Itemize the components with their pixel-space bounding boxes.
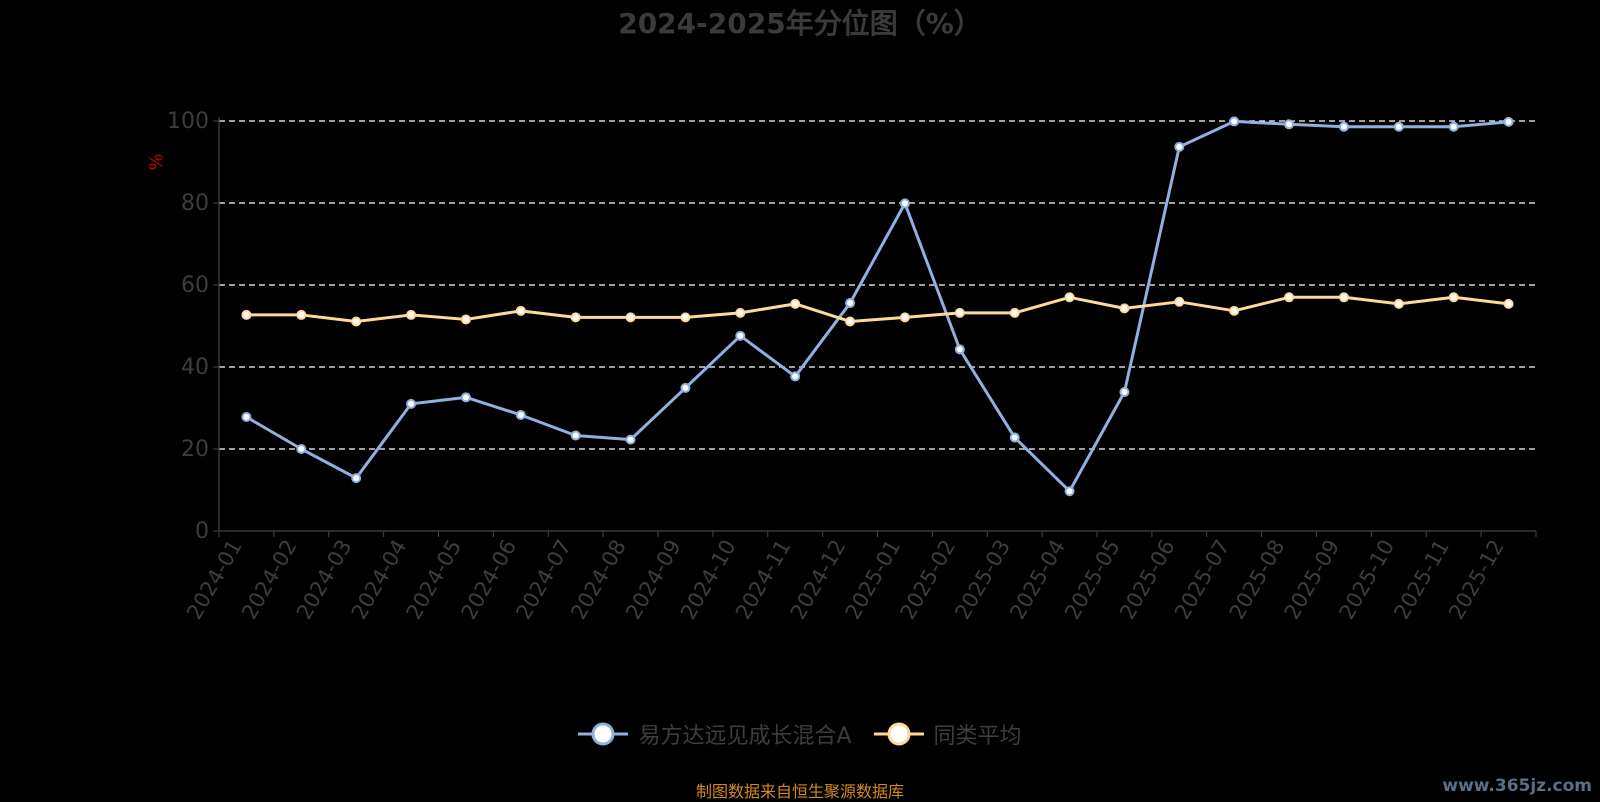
- data-point[interactable]: [1174, 296, 1185, 307]
- x-tick-label: 2025-12: [1444, 536, 1509, 624]
- legend-label-fund: 易方达远见成长混合A: [638, 724, 852, 749]
- data-point[interactable]: [1064, 486, 1075, 497]
- data-point[interactable]: [1284, 119, 1295, 130]
- data-point[interactable]: [1119, 303, 1130, 314]
- data-point[interactable]: [954, 344, 965, 355]
- data-point[interactable]: [351, 473, 362, 484]
- data-point[interactable]: [899, 312, 910, 323]
- data-point[interactable]: [1448, 121, 1459, 132]
- legend-marker-average: [873, 722, 924, 746]
- series-line-0: [245, 119, 1509, 493]
- data-point[interactable]: [515, 305, 526, 316]
- gridlines: [219, 120, 1536, 450]
- legend-item-fund[interactable]: 易方达远见成长混合A: [578, 718, 852, 750]
- watermark: www.365jz.com: [1442, 776, 1592, 796]
- axes: [213, 117, 1537, 537]
- data-point[interactable]: [1284, 292, 1295, 303]
- data-point[interactable]: [241, 309, 252, 320]
- data-point[interactable]: [790, 298, 801, 309]
- chart-title: 2024-2025年分位图（%）: [618, 7, 982, 40]
- y-tick-label: 0: [195, 519, 209, 544]
- legend-label-average: 同类平均: [933, 724, 1022, 749]
- data-point[interactable]: [899, 198, 910, 209]
- data-point[interactable]: [1009, 432, 1020, 443]
- data-point[interactable]: [1229, 305, 1240, 316]
- legend: 易方达远见成长混合A 同类平均: [0, 718, 1600, 750]
- data-point[interactable]: [296, 444, 307, 454]
- data-point[interactable]: [680, 312, 691, 323]
- y-tick-label: 100: [167, 109, 209, 134]
- data-point[interactable]: [680, 382, 691, 393]
- data-point[interactable]: [735, 330, 746, 341]
- data-point[interactable]: [1119, 387, 1130, 398]
- data-point[interactable]: [735, 307, 746, 318]
- data-point[interactable]: [1503, 298, 1514, 309]
- data-point[interactable]: [1064, 292, 1075, 303]
- data-point[interactable]: [241, 412, 252, 423]
- data-point[interactable]: [515, 409, 526, 420]
- data-point[interactable]: [296, 309, 307, 320]
- data-point[interactable]: [845, 316, 856, 327]
- data-point[interactable]: [1174, 141, 1185, 152]
- data-point[interactable]: [790, 371, 801, 382]
- data-point[interactable]: [1503, 116, 1514, 127]
- data-point[interactable]: [1338, 121, 1349, 132]
- data-point[interactable]: [406, 309, 417, 320]
- data-point[interactable]: [570, 430, 581, 441]
- y-tick-label: 40: [181, 355, 209, 380]
- data-point[interactable]: [625, 434, 636, 445]
- data-point[interactable]: [1393, 298, 1404, 309]
- y-tick-label: 20: [181, 437, 209, 462]
- data-point[interactable]: [1009, 307, 1020, 318]
- data-point[interactable]: [570, 312, 581, 323]
- legend-marker-fund: [578, 722, 629, 746]
- data-point[interactable]: [460, 392, 471, 403]
- data-point[interactable]: [1338, 292, 1349, 303]
- series-lines: [241, 116, 1514, 497]
- legend-item-average[interactable]: 同类平均: [873, 718, 1022, 750]
- source-note: 制图数据来自恒生聚源数据库: [695, 782, 904, 801]
- y-tick-label: 60: [181, 273, 209, 298]
- data-point[interactable]: [351, 316, 362, 327]
- data-point[interactable]: [845, 298, 856, 309]
- x-tick-labels: 2024-012024-022024-032024-042024-052024-…: [182, 536, 1509, 624]
- data-point[interactable]: [460, 314, 471, 325]
- data-point[interactable]: [1448, 292, 1459, 303]
- data-point[interactable]: [1393, 121, 1404, 132]
- series-line-1: [246, 295, 1509, 323]
- y-tick-label: 80: [181, 191, 209, 216]
- data-point[interactable]: [625, 312, 636, 323]
- y-axis-label: %: [146, 153, 167, 170]
- data-point[interactable]: [1229, 116, 1240, 127]
- y-tick-labels: 0 20 40 60 80 100: [167, 109, 209, 544]
- data-point[interactable]: [406, 398, 417, 409]
- data-point[interactable]: [954, 307, 965, 318]
